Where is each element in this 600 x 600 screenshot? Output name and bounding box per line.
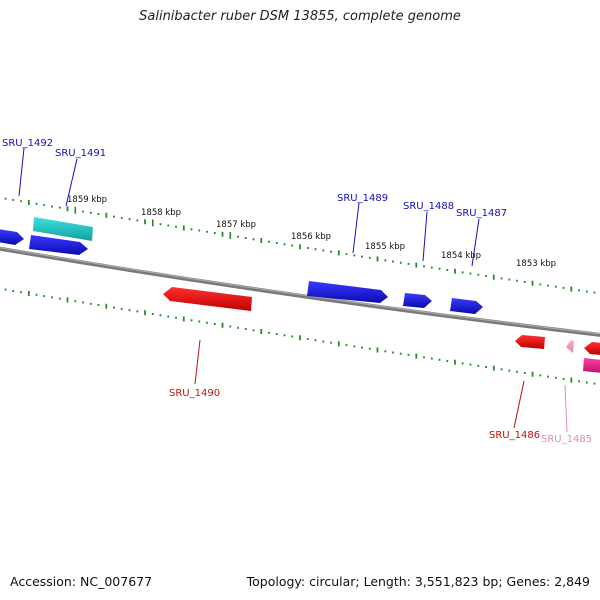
page-title: Salinibacter ruber DSM 13855, complete g…: [139, 9, 461, 24]
gene-label-sru-1485: SRU_1485: [541, 434, 592, 445]
gene-label-sru-1486: SRU_1486: [489, 430, 540, 441]
gene-label-sru-1488: SRU_1488: [403, 201, 454, 212]
gene-arrow-partial-right-red[interactable]: [584, 342, 600, 355]
scale-labels: 1859 kbp 1858 kbp 1857 kbp 1856 kbp 1855…: [67, 195, 556, 269]
leader-sru-1489: [352, 202, 360, 254]
tick-label-1859: 1859 kbp: [67, 195, 107, 205]
gene-arrow-sru-1487[interactable]: [450, 298, 483, 314]
gene-arrow-sru-1492[interactable]: [29, 235, 88, 255]
gene-arrow-partial-right-magenta[interactable]: [583, 358, 600, 373]
gene-label-sru-1487: SRU_1487: [456, 208, 507, 219]
accession-text: Accession: NC_007677: [10, 574, 153, 589]
forward-genes: [0, 217, 483, 314]
gene-arrow-sru-1491[interactable]: [33, 217, 93, 241]
outer-tick-ring: [4, 197, 596, 294]
gene-arrow-partial-left[interactable]: [0, 229, 24, 245]
gene-labels: SRU_1492 SRU_1491 SRU_1489 SRU_1488 SRU_…: [2, 138, 592, 445]
leader-lines: [18, 147, 568, 433]
gene-arrow-sru-1486[interactable]: [515, 335, 545, 349]
leader-sru-1492: [18, 147, 25, 197]
leader-sru-1487: [471, 218, 480, 267]
leader-sru-1485: [564, 384, 568, 433]
leader-sru-1490: [194, 339, 201, 385]
reverse-genes: [163, 287, 600, 373]
leader-sru-1486: [513, 380, 525, 429]
gene-arrow-sru-1488[interactable]: [403, 293, 432, 308]
gene-arrow-sru-1489[interactable]: [307, 281, 388, 303]
tick-label-1858: 1858 kbp: [141, 208, 181, 218]
gene-label-sru-1490: SRU_1490: [169, 388, 220, 399]
gene-arrow-sru-1490[interactable]: [163, 287, 252, 311]
tick-label-1853: 1853 kbp: [516, 259, 556, 269]
leader-sru-1488: [422, 211, 428, 262]
gene-label-sru-1491: SRU_1491: [55, 148, 106, 159]
tick-label-1854: 1854 kbp: [441, 251, 481, 261]
tick-label-1857: 1857 kbp: [216, 220, 256, 230]
inner-tick-ring: [4, 288, 596, 385]
gene-label-sru-1489: SRU_1489: [337, 193, 388, 204]
tick-label-1856: 1856 kbp: [291, 232, 331, 242]
gene-arrow-sru-1485[interactable]: [566, 340, 574, 353]
gene-label-sru-1492: SRU_1492: [2, 138, 53, 149]
genome-summary-text: Topology: circular; Length: 3,551,823 bp…: [246, 574, 590, 589]
tick-label-1855: 1855 kbp: [365, 242, 405, 252]
leader-sru-1491: [65, 158, 78, 207]
genome-backbone: [0, 246, 600, 337]
